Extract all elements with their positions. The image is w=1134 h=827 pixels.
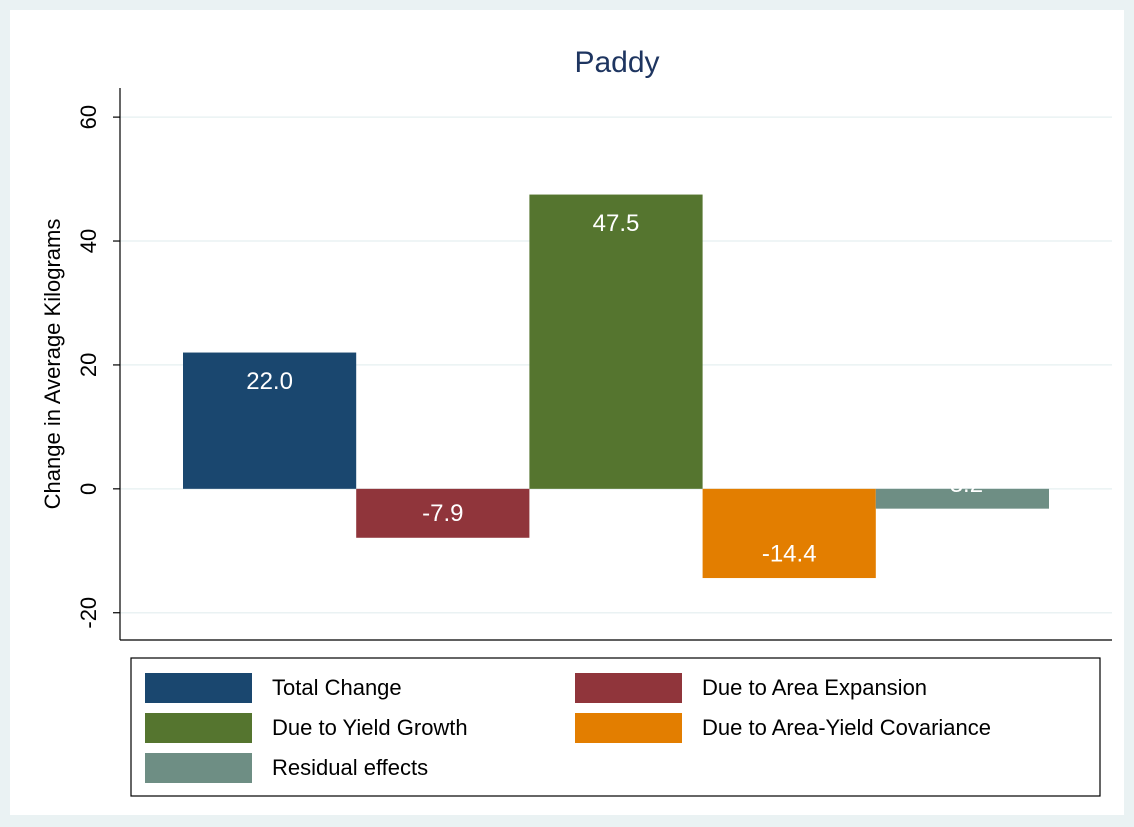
value-label: -14.4 — [762, 540, 817, 567]
legend-label: Due to Area Expansion — [702, 675, 927, 700]
legend-swatch — [145, 753, 252, 783]
legend-swatch — [575, 713, 682, 743]
legend-swatch — [575, 673, 682, 703]
legend-swatch — [145, 673, 252, 703]
y-axis-label: Change in Average Kilograms — [40, 219, 65, 510]
legend-swatch — [145, 713, 252, 743]
legend-label: Total Change — [272, 675, 402, 700]
bar — [356, 488, 530, 538]
y-tick-label: 60 — [76, 105, 101, 129]
legend-label: Residual effects — [272, 755, 428, 780]
y-tick-label: -20 — [76, 597, 101, 629]
legend-label: Due to Yield Growth — [272, 715, 468, 740]
y-tick-label: 20 — [76, 353, 101, 377]
value-label: 47.5 — [593, 210, 640, 237]
value-label: 22.0 — [246, 368, 293, 395]
bar — [875, 488, 1049, 509]
y-tick-label: 40 — [76, 229, 101, 253]
bar — [183, 352, 357, 489]
bar — [702, 488, 876, 579]
legend-label: Due to Area-Yield Covariance — [702, 715, 991, 740]
chart-title: Paddy — [574, 46, 659, 79]
bar — [529, 194, 703, 489]
value-label: -7.9 — [422, 500, 463, 527]
y-tick-label: 0 — [76, 483, 101, 495]
value-label: -3.2 — [942, 471, 983, 498]
